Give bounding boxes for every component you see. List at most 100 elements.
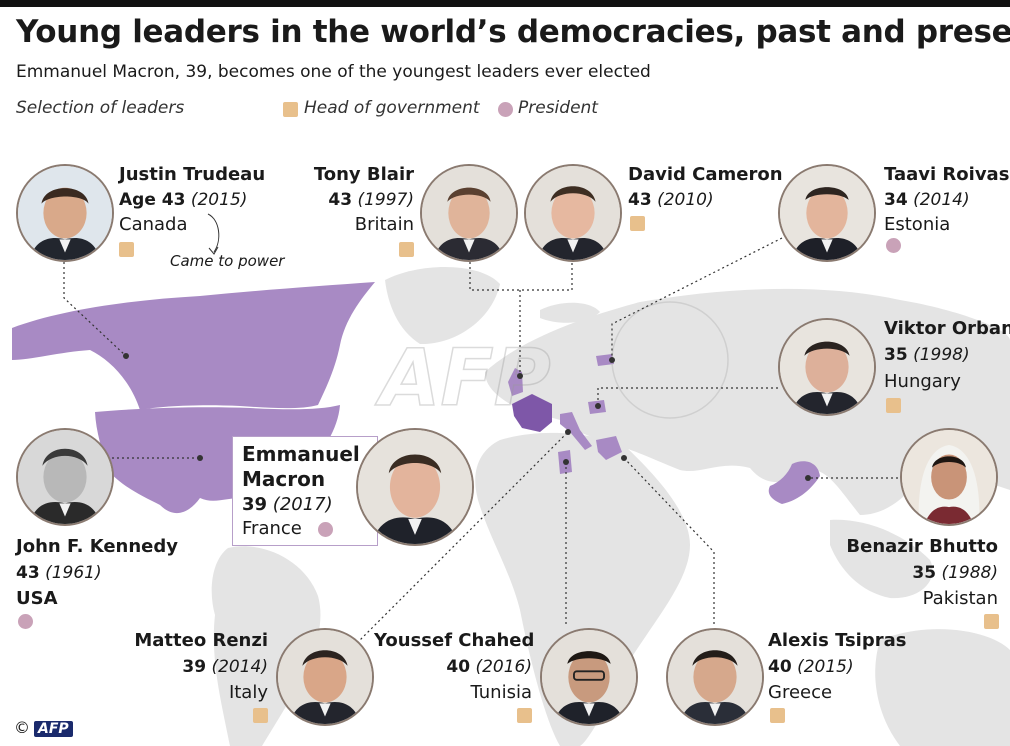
- page-title: Young leaders in the world’s democracies…: [16, 14, 1010, 50]
- trudeau-role-marker: [119, 242, 134, 257]
- portrait-orban: [778, 318, 876, 416]
- roivas-name: Taavi Roivas: [884, 164, 1010, 185]
- chahed-age: 40: [446, 657, 471, 677]
- legend-president-swatch: [498, 102, 513, 117]
- bhutto-name: Benazir Bhutto: [846, 536, 998, 557]
- renzi-year: (2014): [211, 657, 268, 677]
- orban-year: (1998): [913, 345, 970, 365]
- orban-name: Viktor Orban: [884, 318, 1010, 339]
- cameron-age: 43: [628, 190, 652, 210]
- chahed-name: Youssef Chahed: [374, 630, 535, 651]
- orban-country: Hungary: [884, 371, 961, 392]
- portrait-chahed: [540, 628, 638, 726]
- legend-head-of-government-swatch: [283, 102, 298, 117]
- tsipras-age-line: 40 (2015): [768, 657, 854, 677]
- trudeau-country: Canada: [119, 214, 188, 235]
- chahed-role-marker: [517, 708, 532, 723]
- kennedy-age: 43: [16, 563, 40, 583]
- bhutto-age-line: 35 (1988): [790, 563, 998, 583]
- tsipras-country: Greece: [768, 682, 833, 703]
- legend-selection-label: Selection of leaders: [16, 98, 185, 118]
- afp-logo: AFP: [34, 721, 73, 737]
- roivas-age: 34: [884, 190, 908, 210]
- land-southeast-asia: [830, 519, 933, 599]
- country-france: [512, 394, 552, 432]
- roivas-age-line: 34 (2014): [884, 190, 970, 210]
- bhutto-country: Pakistan: [922, 588, 998, 609]
- dot-estonia: [609, 357, 615, 363]
- orban-age: 35: [884, 345, 908, 365]
- dot-italy: [565, 429, 571, 435]
- blair-role-marker: [399, 242, 414, 257]
- chahed-year: (2016): [475, 657, 532, 677]
- country-canada: [12, 282, 375, 410]
- tsipras-name: Alexis Tsipras: [768, 630, 907, 651]
- copyright-symbol: ©: [14, 718, 30, 737]
- portrait-blair: [420, 164, 518, 262]
- trudeau-name: Justin Trudeau: [119, 164, 266, 185]
- orban-age-line: 35 (1998): [884, 345, 970, 365]
- macron-year: (2017): [272, 494, 333, 515]
- kennedy-year: (1961): [45, 563, 102, 583]
- portrait-roivas: [778, 164, 876, 262]
- blair-age: 43: [328, 190, 353, 210]
- came-to-power-note: Came to power: [170, 252, 285, 270]
- connector-lines: [63, 237, 898, 651]
- bhutto-year: (1988): [941, 563, 998, 583]
- portrait-tsipras: [666, 628, 764, 726]
- country-italy: [560, 412, 592, 450]
- country-greece: [596, 436, 622, 460]
- watermark-text: AFP: [374, 334, 551, 424]
- land-europe-asia: [485, 288, 1010, 515]
- renzi-country: Italy: [228, 682, 268, 703]
- connector-trudeau: [63, 262, 127, 357]
- dot-usa: [197, 455, 203, 461]
- macron-card: [232, 436, 378, 546]
- blair-year: (1997): [357, 190, 414, 210]
- cameron-name: David Cameron: [628, 164, 783, 185]
- macron-role-marker: [318, 522, 333, 537]
- blair-age-line: 43 (1997): [300, 190, 414, 210]
- dot-pakistan: [805, 475, 811, 481]
- kennedy-name: John F. Kennedy: [16, 536, 179, 557]
- trudeau-age: 43: [161, 190, 186, 210]
- dot-britain: [517, 373, 523, 379]
- cameron-year: (2010): [657, 190, 714, 210]
- macron-age-line: 39 (2017): [242, 494, 333, 515]
- trudeau-age-line: Age 43 (2015): [119, 190, 247, 210]
- roivas-role-marker: [886, 238, 901, 253]
- blair-country: Britain: [354, 214, 414, 235]
- macron-name-line2: Macron: [242, 467, 326, 491]
- country-estonia: [596, 354, 614, 366]
- chahed-country: Tunisia: [470, 682, 533, 703]
- credit: © AFP: [14, 718, 73, 737]
- afp-watermark: AFP: [373, 301, 729, 425]
- trudeau-age-prefix: Age: [119, 190, 162, 210]
- land-australia: [875, 629, 1010, 746]
- portrait-cameron: [524, 164, 622, 262]
- macron-country: France: [242, 518, 302, 539]
- portrait-bhutto: [900, 428, 998, 526]
- top-rule: [0, 0, 1010, 7]
- dot-greece: [621, 455, 627, 461]
- dot-canada: [123, 353, 129, 359]
- renzi-age-line: 39 (2014): [120, 657, 268, 677]
- tsipras-role-marker: [770, 708, 785, 723]
- legend-head-of-government-label: Head of government: [304, 98, 480, 118]
- connector-roivas: [611, 237, 783, 360]
- map-land: [211, 266, 1010, 746]
- macron-age: 39: [242, 494, 268, 515]
- land-arctic-islands: [540, 302, 600, 323]
- orban-role-marker: [886, 398, 901, 413]
- bhutto-age: 35: [912, 563, 937, 583]
- country-pakistan: [768, 461, 820, 504]
- cameron-age-line: 43 (2010): [628, 190, 714, 210]
- renzi-age: 39: [182, 657, 207, 677]
- blair-name: Tony Blair: [313, 164, 414, 185]
- legend-president-label: President: [518, 98, 598, 118]
- renzi-role-marker: [253, 708, 268, 723]
- page-subtitle: Emmanuel Macron, 39, becomes one of the …: [16, 62, 651, 82]
- chahed-age-line: 40 (2016): [374, 657, 532, 677]
- connector-renzi: [349, 431, 569, 651]
- bhutto-role-marker: [984, 614, 999, 629]
